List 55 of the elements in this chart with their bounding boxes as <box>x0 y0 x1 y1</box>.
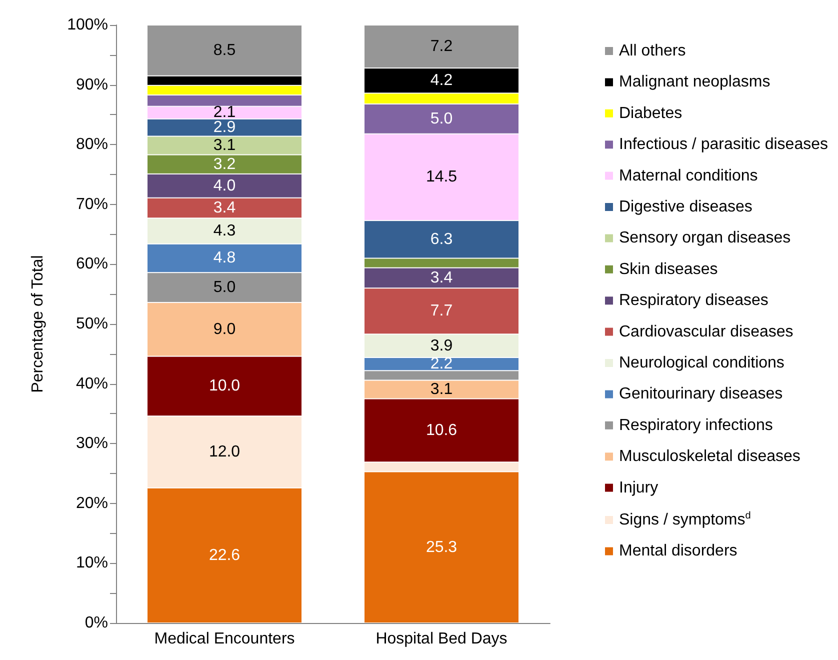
y-tick-label: 20% <box>76 494 108 512</box>
data-label: 9.0 <box>213 320 236 338</box>
x-tick-label: Medical Encounters <box>154 630 295 648</box>
data-label: 5.0 <box>213 279 236 296</box>
y-tick-label: 60% <box>76 256 108 273</box>
data-label: 3.4 <box>430 269 453 286</box>
data-label: 4.0 <box>213 177 236 194</box>
y-tick-label: 100% <box>67 16 108 34</box>
data-label: 3.9 <box>430 337 453 354</box>
legend-label: Respiratory infections <box>619 416 773 434</box>
data-label: 3.1 <box>213 136 236 154</box>
data-label: 8.5 <box>213 42 236 59</box>
legend-label: Mental disorders <box>619 542 738 560</box>
legend-label: Injury <box>619 479 658 496</box>
data-label: 5.0 <box>430 110 453 128</box>
data-label: 3.1 <box>430 380 453 398</box>
data-label: 10.6 <box>426 422 458 439</box>
data-label: 6.3 <box>430 230 453 248</box>
data-label: 3.4 <box>213 199 236 216</box>
legend-label: Skin diseases <box>619 260 718 278</box>
legend-label: Digestive diseases <box>619 198 752 216</box>
legend-label: Maternal conditions <box>619 167 758 184</box>
y-tick-label: 70% <box>76 196 108 213</box>
legend-label: Malignant neoplasms <box>619 74 770 91</box>
data-label: 14.5 <box>426 168 458 186</box>
legend-label: Diabetes <box>619 104 682 122</box>
data-label: 4.2 <box>430 72 453 90</box>
legend-label: Sensory organ diseases <box>619 230 791 247</box>
y-tick-label: 90% <box>76 76 108 94</box>
y-tick-label: 40% <box>76 375 108 392</box>
data-label: 22.6 <box>208 546 240 564</box>
legend-label: All others <box>619 42 686 60</box>
y-tick-label: 0% <box>84 614 108 632</box>
data-label: 4.3 <box>213 222 236 240</box>
data-label: 2.1 <box>213 104 236 122</box>
data-label: 25.3 <box>426 538 458 556</box>
y-tick-label: 80% <box>76 136 108 154</box>
data-label: 3.2 <box>213 156 236 173</box>
y-tick-label: 30% <box>76 435 108 452</box>
legend-label: Neurological conditions <box>619 354 784 372</box>
data-label: 10.0 <box>208 378 240 395</box>
y-tick-label: 50% <box>76 316 108 332</box>
legend-label: Respiratory diseases <box>619 292 768 310</box>
data-label: 7.7 <box>430 302 453 320</box>
legend-label: Infectious / parasitic diseases <box>619 136 828 154</box>
y-axis-title: Percentage of Total <box>30 255 46 393</box>
x-tick-label: Hospital Bed Days <box>376 630 508 648</box>
y-tick-label: 10% <box>76 554 108 572</box>
data-label: 2.9 <box>213 119 236 136</box>
data-label: 4.8 <box>213 250 236 267</box>
legend-label: Cardiovascular diseases <box>619 323 794 340</box>
data-label: 12.0 <box>208 443 240 460</box>
data-label: 7.2 <box>430 38 453 56</box>
legend-label: Musculoskeletal diseases <box>619 448 800 466</box>
legend-label: Genitourinary diseases <box>619 386 783 403</box>
